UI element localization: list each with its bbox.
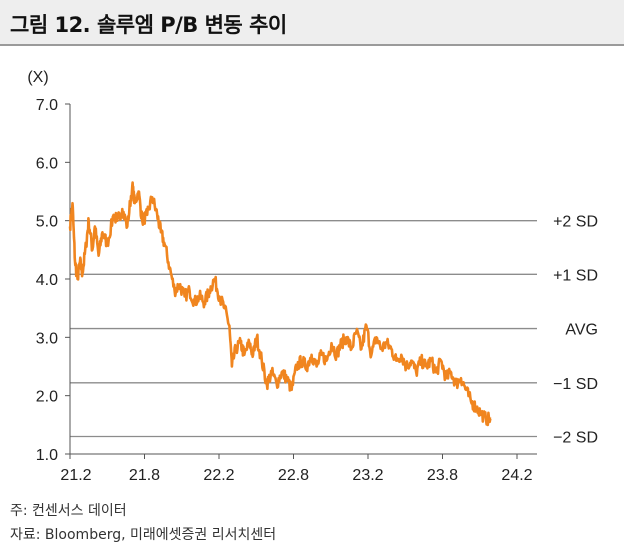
- y-tick-label: 6.0: [36, 155, 58, 172]
- reference-label: +1 SD: [553, 267, 598, 284]
- page-title: 그림 12. 솔루엠 P/B 변동 추이: [10, 13, 287, 37]
- y-tick-label: 2.0: [36, 389, 58, 406]
- reference-label: +2 SD: [553, 214, 598, 231]
- plot-area: +2 SD +1 SD AVG −1 SD −2 SD (X) 7.0 6.0 5.0 4.0 3.…: [27, 69, 598, 484]
- reference-label: −1 SD: [553, 376, 598, 393]
- x-tick-label: 24.2: [501, 467, 532, 484]
- x-tick-label: 22.2: [203, 467, 234, 484]
- title-bar: 그림 12. 솔루엠 P/B 변동 추이: [0, 0, 624, 46]
- reference-label: −2 SD: [553, 430, 598, 447]
- y-tick-label: 3.0: [36, 330, 58, 347]
- x-tick-label: 21.2: [60, 467, 91, 484]
- y-axis-unit-label: (X): [27, 69, 48, 86]
- footnote-source: 자료: Bloomberg, 미래에셋증권 리서치센터: [10, 527, 277, 543]
- x-tick-label: 23.8: [427, 467, 458, 484]
- x-tick-label: 21.8: [129, 467, 160, 484]
- x-tick-label: 23.2: [352, 467, 383, 484]
- footnote-note: 주: 컨센서스 데이터: [10, 503, 127, 519]
- y-tick-label: 1.0: [36, 447, 58, 464]
- y-tick-label: 4.0: [36, 272, 58, 289]
- reference-label: AVG: [565, 322, 598, 339]
- pb-series-line: [68, 181, 492, 427]
- pb-chart: +2 SD +1 SD AVG −1 SD −2 SD (X) 7.0 6.0 5.0 4.0 3.…: [27, 69, 598, 484]
- y-tick-label: 7.0: [36, 97, 58, 114]
- x-tick-label: 22.8: [278, 467, 309, 484]
- y-tick-label: 5.0: [36, 214, 58, 231]
